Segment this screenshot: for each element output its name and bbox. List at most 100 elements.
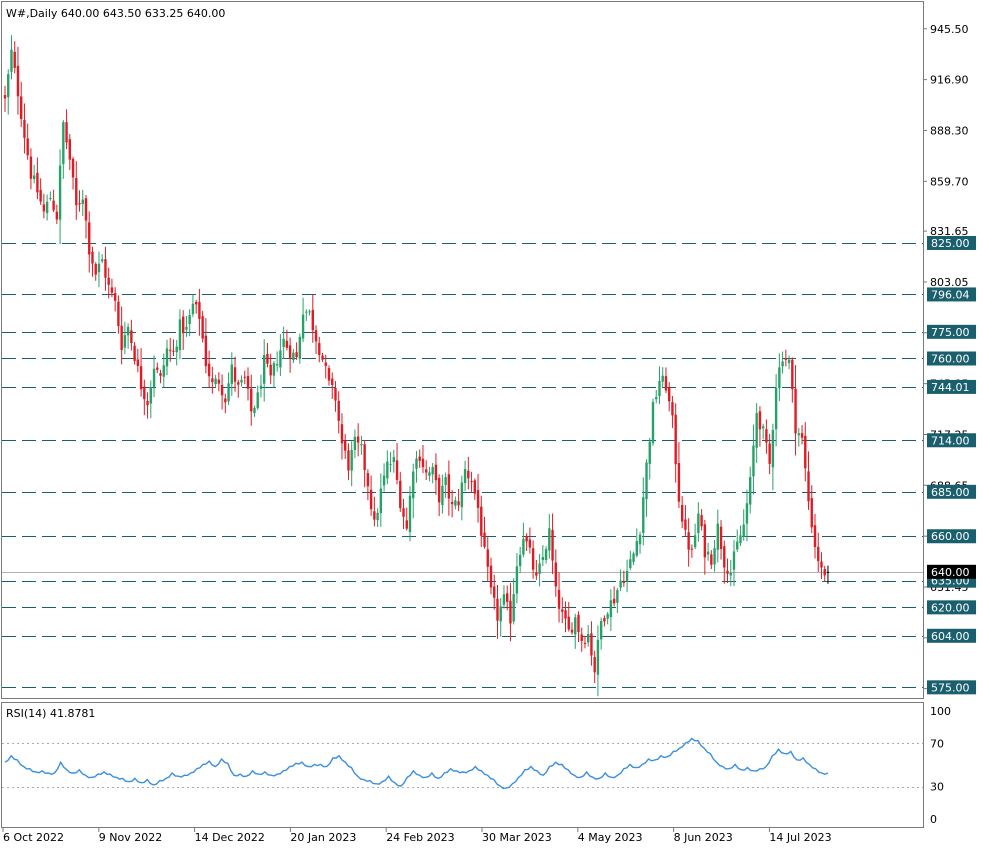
candle-body (389, 464, 392, 466)
candle-125 (408, 486, 412, 542)
candle-148 (483, 516, 486, 549)
candle-208 (677, 442, 681, 509)
candle-237 (771, 423, 775, 491)
candle-body (804, 435, 807, 469)
level-tag-label: 825.00 (931, 237, 970, 250)
candle-body (395, 460, 399, 480)
candle-body (729, 572, 732, 576)
candle-body (457, 501, 460, 506)
candle-174 (567, 602, 570, 632)
candle-body (318, 343, 321, 356)
candles-layer (3, 35, 830, 697)
candle-body (441, 485, 444, 506)
candle-body (36, 172, 39, 193)
candle-113 (369, 475, 373, 516)
candle-91 (298, 333, 302, 364)
candle-18 (62, 119, 65, 179)
candle-56 (185, 315, 188, 337)
candle-246 (800, 425, 804, 445)
candle-body (548, 528, 551, 551)
candle-body (65, 122, 68, 143)
candle-body (94, 264, 97, 275)
candle-body (674, 414, 677, 465)
candle-0 (3, 85, 7, 112)
candle-body (645, 462, 648, 500)
candle-22 (75, 161, 78, 220)
candle-173 (564, 601, 567, 633)
candle-body (230, 364, 233, 384)
candle-body (719, 526, 723, 549)
candle-body (169, 349, 172, 351)
candle-79 (259, 374, 263, 398)
candle-body (13, 51, 16, 68)
candle-131 (428, 466, 431, 482)
candle-body (755, 413, 758, 448)
candle-body (340, 424, 344, 444)
level-tag-label: 575.00 (931, 681, 970, 694)
candle-152 (496, 585, 499, 639)
candle-228 (742, 509, 745, 541)
candle-72 (237, 379, 240, 398)
candle-71 (233, 356, 237, 392)
candle-111 (363, 440, 366, 488)
candle-body (126, 326, 130, 336)
current-price-tag: 640.00 (927, 564, 976, 579)
candle-body (39, 189, 42, 202)
candle-body (742, 524, 745, 537)
candle-23 (78, 190, 81, 212)
candle-body (263, 354, 266, 384)
candle-body (405, 520, 408, 529)
candle-body (52, 200, 55, 211)
candle-body (337, 400, 340, 421)
candle-226 (736, 529, 739, 552)
candle-218 (710, 550, 713, 569)
candle-body (373, 511, 376, 520)
candle-body (136, 359, 140, 367)
candle-body (561, 609, 564, 612)
candle-body (713, 548, 716, 565)
candle-body (418, 456, 421, 461)
candle-21 (71, 156, 75, 190)
candle-186 (606, 612, 609, 625)
level-tag-label: 685.00 (931, 486, 970, 499)
level-tag-label: 620.00 (931, 601, 970, 614)
candle-68 (224, 393, 227, 414)
level-tag-label: 760.00 (931, 352, 970, 365)
candle-231 (752, 424, 755, 495)
candle-body (583, 642, 587, 644)
candle-body (84, 198, 88, 221)
candle-body (58, 165, 62, 220)
candle-103 (337, 391, 340, 434)
candle-body (113, 293, 117, 301)
candle-2 (10, 35, 13, 80)
candle-51 (169, 337, 172, 362)
candle-50 (165, 339, 169, 376)
candle-30 (101, 254, 104, 264)
candle-body (97, 263, 101, 273)
candle-52 (172, 339, 175, 357)
candle-body (813, 525, 817, 548)
candle-body (45, 201, 49, 214)
candle-53 (175, 339, 178, 366)
candle-body (78, 203, 81, 205)
candle-147 (480, 495, 483, 547)
candle-138 (450, 490, 454, 518)
candle-body (700, 515, 703, 527)
candle-37 (123, 321, 127, 355)
candle-body (104, 259, 107, 278)
candle-body (590, 633, 593, 656)
candle-body (467, 470, 470, 479)
candle-body (275, 364, 279, 366)
candle-209 (680, 496, 684, 529)
candle-body (386, 461, 389, 479)
candle-body (616, 590, 619, 603)
candle-212 (690, 544, 694, 558)
candle-body (622, 581, 626, 583)
candle-body (554, 562, 557, 587)
candle-172 (561, 597, 564, 624)
candle-7 (26, 123, 29, 160)
candle-body (512, 594, 515, 622)
candle-77 (253, 405, 256, 417)
candle-body (175, 346, 178, 353)
candle-157 (512, 578, 515, 625)
